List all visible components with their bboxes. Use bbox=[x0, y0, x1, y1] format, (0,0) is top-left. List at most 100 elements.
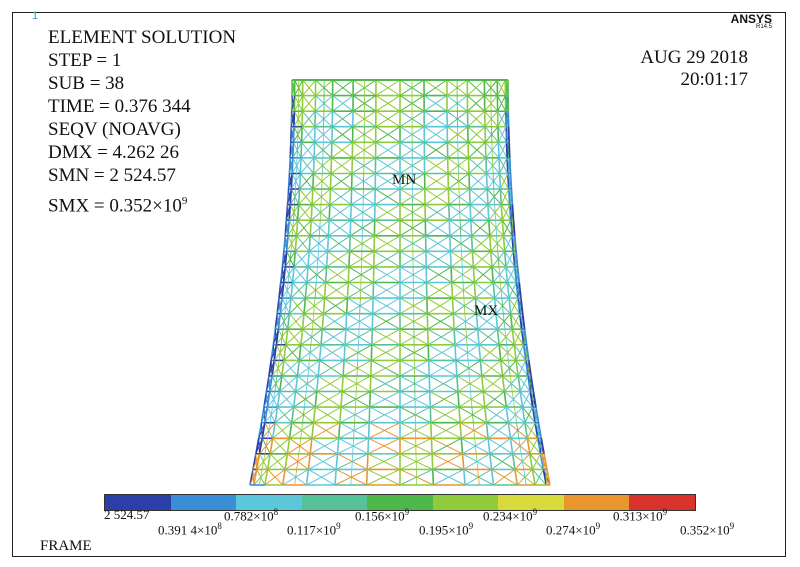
mesh-member bbox=[332, 79, 354, 96]
mesh-member bbox=[505, 406, 510, 423]
mesh-member bbox=[424, 141, 448, 159]
solution-info: ELEMENT SOLUTION STEP = 1 SUB = 38 TIME … bbox=[48, 26, 236, 217]
legend-label-exp: 8 bbox=[217, 521, 222, 531]
legend-label-exp: 9 bbox=[532, 507, 538, 517]
mesh-member bbox=[330, 157, 333, 174]
mesh-member bbox=[290, 111, 295, 127]
mesh-member bbox=[506, 344, 509, 361]
mesh-member bbox=[326, 250, 350, 268]
mesh-member bbox=[452, 313, 455, 330]
legend-label-bottom: 0.117×109 bbox=[287, 521, 341, 538]
mesh-member bbox=[472, 235, 491, 252]
mesh-member bbox=[498, 157, 501, 174]
mesh-member bbox=[313, 298, 316, 314]
mesh-member bbox=[464, 313, 467, 330]
mesh-member bbox=[375, 126, 401, 143]
mesh-member bbox=[288, 298, 292, 314]
mesh-member bbox=[321, 157, 324, 174]
mesh-member bbox=[304, 391, 307, 408]
mesh-member bbox=[289, 142, 294, 159]
mesh-member bbox=[320, 329, 324, 345]
mesh-member bbox=[507, 422, 512, 439]
mesh-member bbox=[427, 313, 454, 330]
mesh-member bbox=[511, 220, 514, 236]
mesh-member bbox=[330, 173, 353, 190]
mesh-member bbox=[270, 344, 277, 361]
mesh-member bbox=[359, 282, 362, 299]
mesh-member bbox=[285, 328, 303, 346]
mesh-member bbox=[536, 438, 542, 454]
mesh-member bbox=[294, 375, 299, 392]
mesh-member bbox=[373, 235, 401, 252]
mesh-member bbox=[290, 406, 295, 423]
mesh-member bbox=[328, 219, 351, 237]
mesh-member bbox=[284, 453, 289, 470]
legend-label-top: 0.313×109 bbox=[613, 507, 667, 524]
mesh-member bbox=[311, 188, 314, 205]
mesh-member bbox=[249, 469, 254, 486]
mesh-member bbox=[324, 266, 328, 283]
mesh-member bbox=[475, 282, 494, 299]
legend-label-base: 0.195×10 bbox=[419, 522, 469, 538]
mesh-member bbox=[322, 142, 324, 158]
mesh-member bbox=[345, 313, 348, 330]
mesh-member bbox=[309, 344, 312, 361]
info-smx-exp: 9 bbox=[181, 195, 188, 207]
mesh-member bbox=[460, 235, 462, 252]
mesh-member bbox=[520, 298, 524, 314]
mesh-member bbox=[432, 453, 463, 470]
mesh-member bbox=[467, 95, 485, 112]
mesh-member bbox=[371, 344, 401, 361]
mesh-member bbox=[372, 313, 401, 330]
mesh-member bbox=[523, 469, 527, 486]
mesh-member bbox=[328, 204, 352, 221]
mesh-member bbox=[352, 438, 354, 454]
mesh-member bbox=[266, 375, 273, 392]
time-text: 20:01:17 bbox=[680, 69, 748, 90]
mesh-member bbox=[476, 329, 480, 345]
mesh-member bbox=[260, 406, 268, 423]
mesh-member bbox=[489, 437, 511, 455]
mesh-member bbox=[296, 219, 312, 237]
brand-name: ANSYS bbox=[730, 12, 772, 26]
mesh-member bbox=[326, 235, 330, 252]
mesh-member bbox=[539, 453, 545, 470]
mesh-member bbox=[467, 157, 470, 174]
mesh-member bbox=[469, 204, 472, 221]
mesh-member bbox=[451, 298, 455, 314]
mesh-member bbox=[331, 110, 354, 128]
mesh-member bbox=[299, 157, 302, 174]
mesh-member bbox=[258, 438, 264, 454]
mesh-member bbox=[287, 313, 305, 330]
mesh-member bbox=[515, 344, 525, 361]
mesh-member bbox=[499, 157, 508, 174]
mesh-member bbox=[507, 142, 509, 158]
info-title: ELEMENT SOLUTION bbox=[48, 27, 237, 48]
info-smx: SMX = 0.352×109 bbox=[48, 190, 236, 217]
mesh-member bbox=[450, 282, 454, 299]
mesh-member bbox=[477, 313, 497, 330]
mesh-member bbox=[329, 173, 332, 190]
legend-label-exp: 9 bbox=[662, 507, 668, 517]
mesh-member bbox=[503, 251, 507, 267]
mesh-member bbox=[487, 204, 490, 221]
mesh-member bbox=[526, 438, 531, 454]
mesh-member bbox=[319, 204, 322, 221]
mesh-member bbox=[424, 157, 448, 174]
mesh-member bbox=[356, 360, 359, 377]
mesh-member bbox=[375, 110, 401, 128]
mesh-member bbox=[504, 235, 513, 252]
mesh-member bbox=[369, 391, 401, 408]
mesh-member bbox=[347, 266, 350, 283]
mesh-member bbox=[281, 251, 288, 268]
legend-swatch bbox=[301, 495, 367, 510]
mesh-member bbox=[426, 282, 452, 299]
mesh-member bbox=[302, 79, 316, 96]
mesh-member bbox=[498, 173, 502, 190]
mesh-member bbox=[323, 297, 348, 315]
legend-label-exp: 9 bbox=[595, 521, 601, 531]
mesh-member bbox=[316, 375, 319, 392]
mesh-member bbox=[311, 422, 315, 439]
mesh-member bbox=[506, 282, 510, 299]
mesh-member bbox=[521, 406, 526, 423]
